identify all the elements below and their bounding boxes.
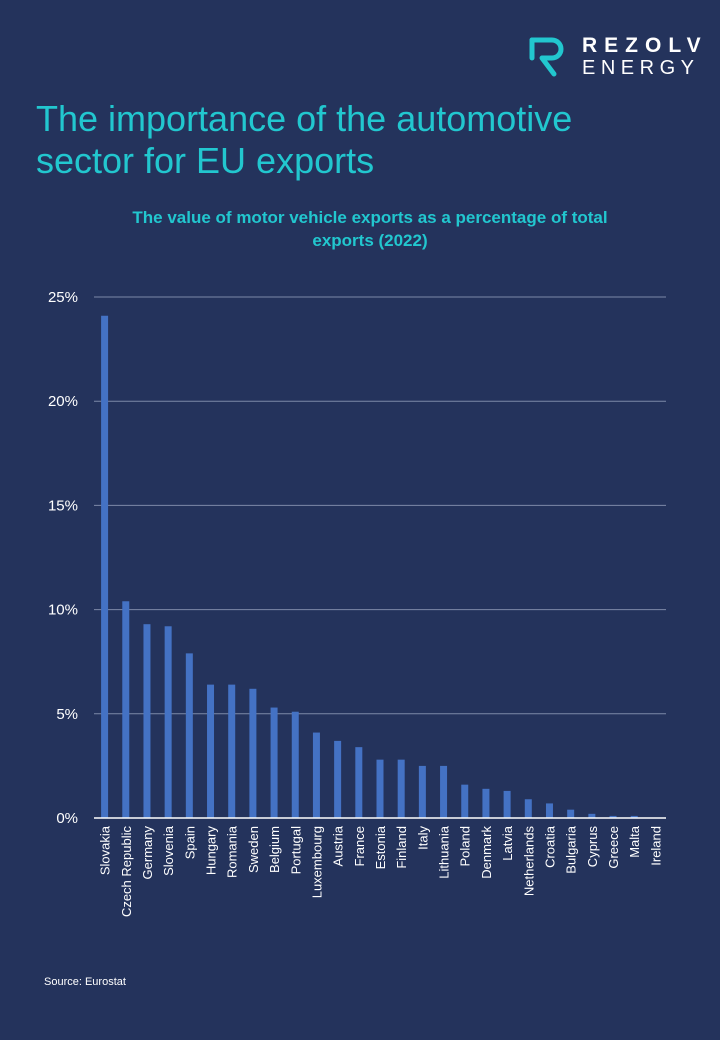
bar-greece [609, 815, 617, 818]
bar-romania [228, 684, 236, 818]
x-tick-label: Slovakia [98, 825, 113, 875]
y-tick-label: 15% [48, 497, 78, 514]
bar-denmark [482, 788, 490, 818]
x-tick-label: Denmark [479, 826, 494, 879]
bar-bulgaria [567, 809, 575, 818]
bar-belgium [270, 707, 278, 818]
bar-lithuania [440, 765, 448, 818]
bar-austria [334, 740, 342, 818]
x-tick-label: Hungary [204, 826, 219, 876]
y-tick-label: 5% [56, 706, 78, 723]
page-title: The importance of the automotive sector … [36, 98, 573, 181]
bar-hungary [207, 684, 215, 818]
bar-finland [397, 759, 405, 818]
source-note: Source: Eurostat [44, 976, 126, 988]
bar-spain [185, 653, 193, 818]
y-tick-label: 0% [56, 810, 78, 827]
bar-germany [143, 624, 151, 818]
x-tick-label: Luxembourg [309, 826, 324, 898]
bar-cyprus [588, 813, 596, 818]
brand-name: REZOLV [582, 34, 708, 57]
x-tick-label: Malta [627, 825, 642, 858]
bar-estonia [376, 759, 384, 818]
y-tick-label: 20% [48, 393, 78, 410]
bar-slovakia [101, 315, 109, 818]
bar-slovenia [164, 626, 172, 818]
bar-croatia [545, 803, 553, 818]
x-tick-label: Austria [331, 825, 346, 866]
bar-sweden [249, 688, 257, 818]
bar-czech-republic [122, 601, 130, 818]
bar-netherlands [524, 799, 532, 818]
y-tick-label: 25% [48, 289, 78, 306]
x-tick-label: Lithuania [437, 825, 452, 879]
bar-malta [630, 815, 638, 818]
x-tick-label: Latvia [500, 825, 515, 860]
x-tick-label: Bulgaria [564, 825, 579, 873]
x-tick-label: Poland [458, 826, 473, 866]
x-tick-label: Finland [394, 826, 409, 869]
x-tick-label: Spain [182, 826, 197, 859]
x-tick-label: Italy [415, 826, 430, 850]
brand-logo: REZOLV ENERGY [528, 34, 701, 80]
x-tick-label: Sweden [246, 826, 261, 873]
y-tick-label: 10% [48, 602, 78, 619]
x-tick-label: Cyprus [585, 826, 600, 868]
x-tick-label: Germany [140, 826, 155, 880]
x-tick-label: Portugal [288, 826, 303, 875]
x-tick-label: Estonia [373, 825, 388, 869]
x-tick-label: Netherlands [521, 826, 536, 897]
chart-subtitle: The value of motor vehicle exports as a … [132, 208, 608, 250]
x-tick-label: Croatia [542, 825, 557, 868]
stylized-r-icon [529, 37, 564, 77]
x-tick-label: Czech Republic [119, 826, 134, 918]
brand-subname: ENERGY [582, 57, 700, 79]
x-tick-label: Romania [225, 825, 240, 878]
bar-france [355, 747, 363, 818]
bar-italy [418, 765, 426, 818]
bar-portugal [291, 711, 299, 818]
bar-luxembourg [312, 732, 320, 818]
x-tick-label: Greece [606, 826, 621, 869]
bar-chart: 0% 5% 10% 15% 20% 25% Slovakia Czech Republic Ge… [48, 289, 666, 918]
x-tick-label: France [352, 826, 367, 866]
x-tick-label: Belgium [267, 826, 282, 873]
bar-poland [461, 784, 469, 818]
bar-latvia [503, 790, 511, 818]
x-tick-label: Ireland [648, 826, 663, 866]
x-tick-label: Slovenia [161, 825, 176, 876]
